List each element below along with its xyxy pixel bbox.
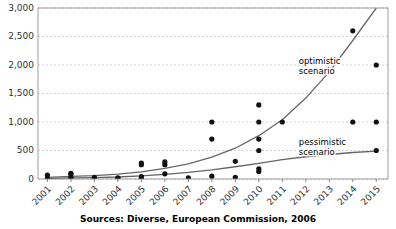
x-tick bbox=[47, 179, 48, 182]
data-point bbox=[139, 162, 144, 167]
x-tick bbox=[352, 179, 353, 182]
data-point bbox=[233, 175, 238, 179]
data-point bbox=[45, 176, 50, 179]
x-tick bbox=[94, 179, 95, 182]
x-tick-label: 2009 bbox=[218, 184, 241, 207]
y-tick-label: 2,000 bbox=[8, 60, 34, 70]
data-point bbox=[374, 119, 379, 124]
x-tick bbox=[117, 179, 118, 182]
y-tick-label: 3,000 bbox=[8, 3, 34, 13]
plot-area bbox=[38, 8, 388, 179]
data-point bbox=[233, 159, 238, 164]
y-tick-label: 2,500 bbox=[8, 31, 34, 41]
x-tick bbox=[188, 179, 189, 182]
x-tick bbox=[329, 179, 330, 182]
x-tick bbox=[282, 179, 283, 182]
y-tick-label: 500 bbox=[17, 145, 34, 155]
y-tick-label: 0 bbox=[28, 174, 34, 184]
x-tick-label: 2007 bbox=[171, 184, 194, 207]
data-point bbox=[139, 176, 144, 179]
data-point bbox=[256, 119, 261, 124]
grid-line bbox=[38, 36, 388, 37]
grid-line bbox=[38, 93, 388, 94]
source-note: Sources: Diverse, European Commission, 2… bbox=[80, 214, 316, 224]
chart: 05001,0001,5002,0002,5003,00020012002200… bbox=[0, 0, 396, 229]
data-point bbox=[256, 148, 261, 153]
data-point bbox=[209, 174, 214, 179]
plot-marks bbox=[45, 8, 379, 179]
data-point bbox=[350, 119, 355, 124]
data-point bbox=[374, 62, 379, 67]
data-point bbox=[68, 175, 73, 179]
x-tick bbox=[141, 179, 142, 182]
data-point bbox=[256, 169, 261, 174]
annotation: pessimisticscenario bbox=[299, 136, 347, 156]
x-tick-label: 2006 bbox=[148, 184, 171, 207]
x-tick bbox=[235, 179, 236, 182]
plot-frame bbox=[38, 8, 388, 179]
data-point bbox=[162, 162, 167, 167]
data-point bbox=[209, 137, 214, 142]
x-tick-label: 2005 bbox=[124, 184, 147, 207]
y-tick-label: 1,000 bbox=[8, 117, 34, 127]
x-tick-label: 2013 bbox=[312, 184, 335, 207]
x-tick bbox=[258, 179, 259, 182]
x-tick-label: 2010 bbox=[241, 184, 264, 207]
data-point bbox=[115, 175, 120, 179]
x-tick-label: 2004 bbox=[101, 184, 124, 207]
x-tick-label: 2003 bbox=[77, 184, 100, 207]
x-tick bbox=[164, 179, 165, 182]
data-point bbox=[115, 176, 120, 179]
x-tick bbox=[70, 179, 71, 182]
x-tick-label: 2002 bbox=[54, 184, 77, 207]
data-point bbox=[374, 148, 379, 153]
x-tick-label: 2001 bbox=[30, 184, 53, 207]
x-tick bbox=[211, 179, 212, 182]
data-point bbox=[209, 119, 214, 124]
x-tick-label: 2008 bbox=[195, 184, 218, 207]
data-point bbox=[256, 137, 261, 142]
data-point bbox=[186, 175, 191, 179]
x-tick-label: 2011 bbox=[265, 184, 288, 207]
x-tick-label: 2015 bbox=[359, 184, 382, 207]
data-point bbox=[350, 28, 355, 33]
annotation: optimisticscenario bbox=[299, 56, 341, 76]
y-tick-label: 1,500 bbox=[8, 88, 34, 98]
x-tick bbox=[376, 179, 377, 182]
data-point bbox=[280, 119, 285, 124]
x-tick-label: 2014 bbox=[335, 184, 358, 207]
data-point bbox=[162, 171, 167, 176]
scenario-line bbox=[47, 8, 376, 177]
x-tick-label: 2012 bbox=[288, 184, 311, 207]
grid-line bbox=[38, 150, 388, 151]
data-point bbox=[256, 102, 261, 107]
x-tick bbox=[305, 179, 306, 182]
